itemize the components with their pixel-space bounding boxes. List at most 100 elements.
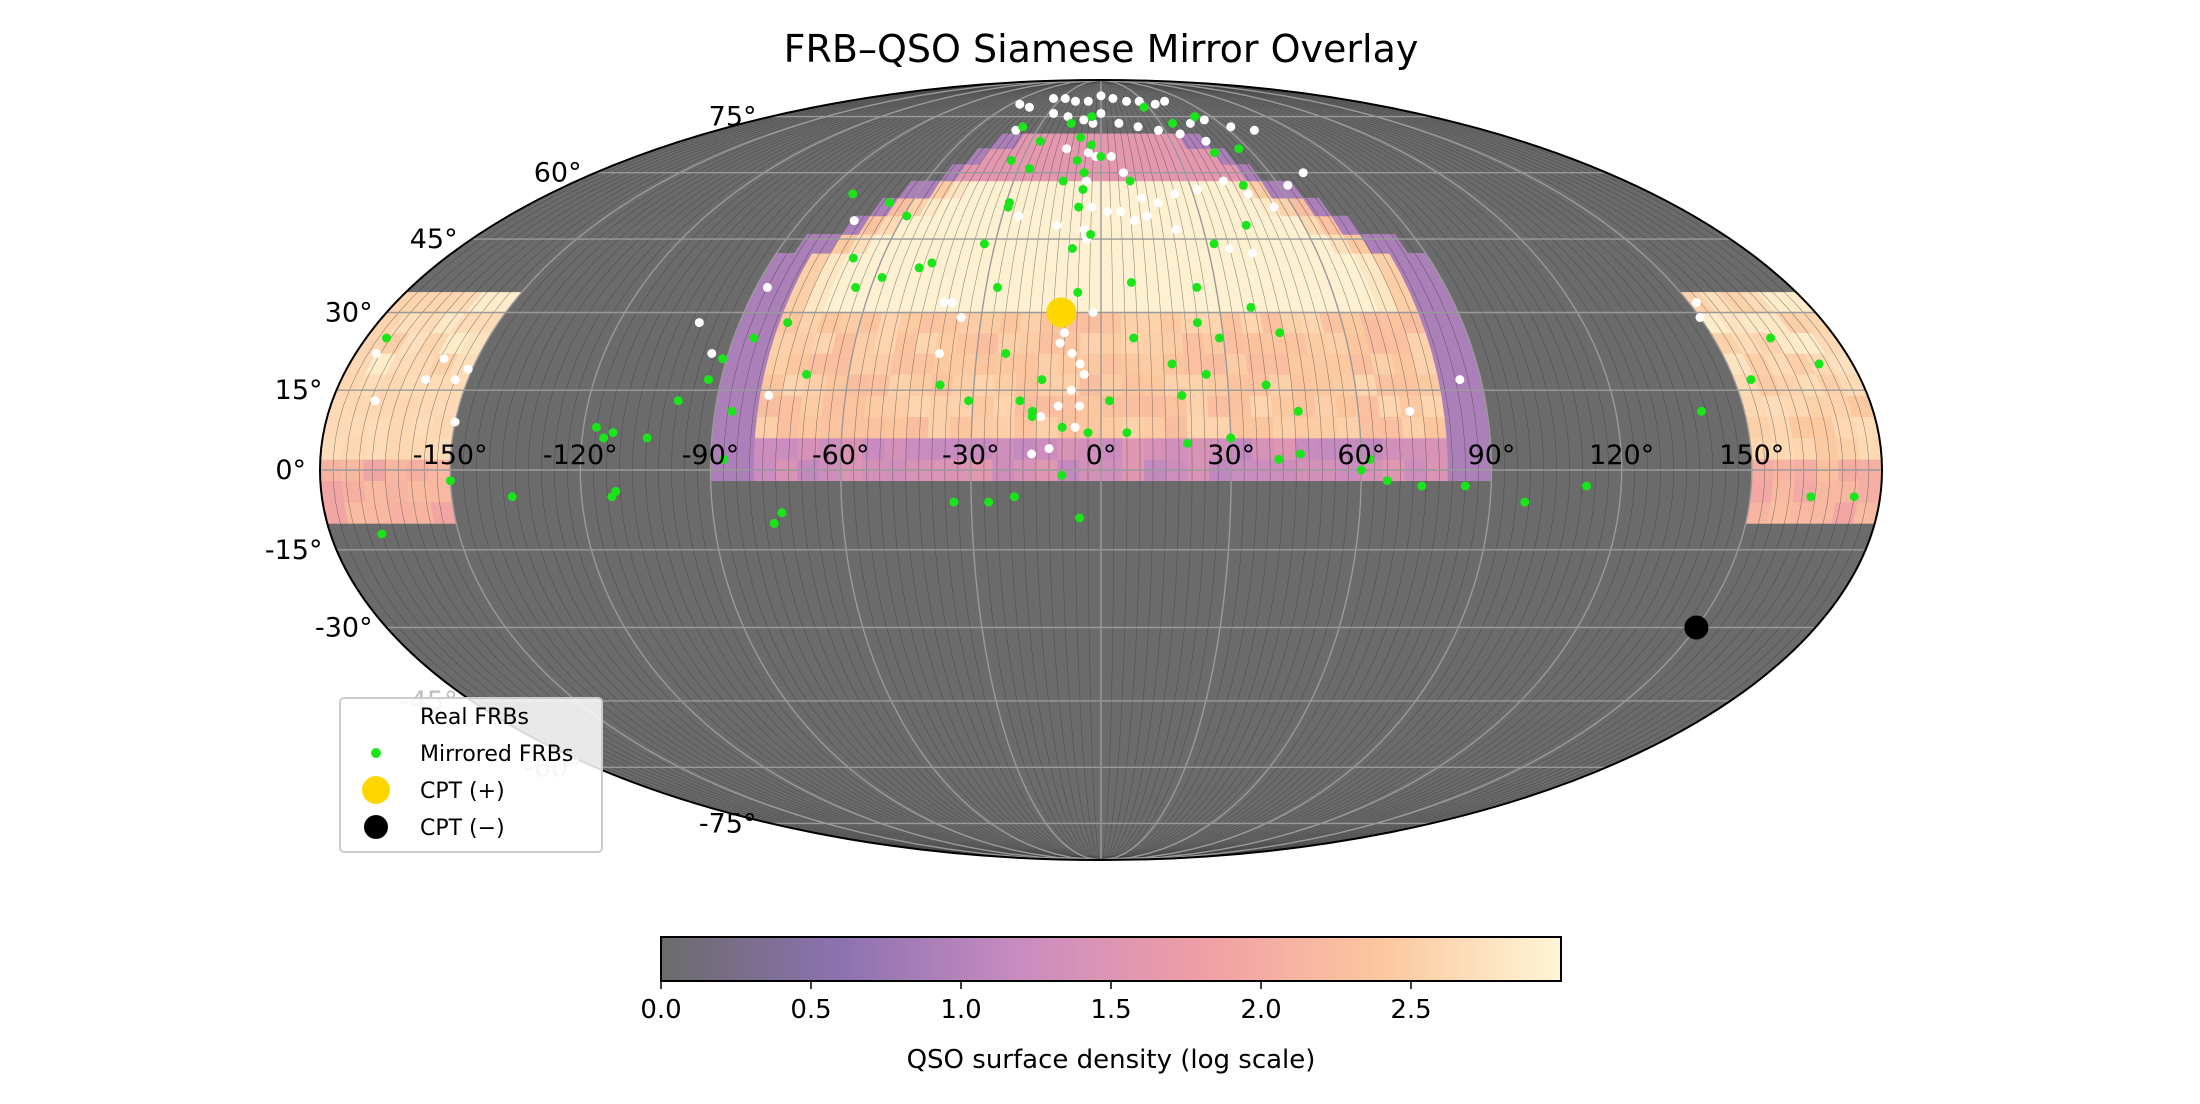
mirrored-frb-point <box>1582 481 1591 491</box>
mirrored-frb-point <box>1078 185 1088 194</box>
real-frb-point <box>1248 248 1257 258</box>
heatmap-cell <box>1289 374 1315 396</box>
legend-marker-real-frbs <box>372 712 380 720</box>
legend-marker-cpt-plus <box>362 776 390 804</box>
mirrored-frb-point <box>1814 359 1824 369</box>
heatmap-cell <box>320 480 345 503</box>
real-frb-point <box>1108 94 1118 103</box>
heatmap-cell <box>1100 215 1119 235</box>
real-frb-point <box>1116 207 1125 216</box>
mirrored-frb-point <box>718 354 728 364</box>
heatmap-cell <box>953 353 978 375</box>
heatmap-cell <box>1001 292 1025 313</box>
mirrored-frb-point <box>1382 476 1392 486</box>
longitude-tick-label: -120° <box>543 440 618 471</box>
cpt-plus-point <box>1046 297 1077 328</box>
mirrored-frb-point <box>1417 481 1427 491</box>
heatmap-cell <box>887 374 913 396</box>
real-frb-point <box>1193 185 1202 194</box>
heatmap-cell <box>1135 234 1156 254</box>
heatmap-cell <box>845 374 870 396</box>
mirrored-frb-point <box>979 239 989 249</box>
mirrored-frb-point <box>1167 359 1177 369</box>
heatmap-cell <box>890 353 916 375</box>
mirrored-frb-point <box>1139 102 1149 112</box>
heatmap-cell <box>1016 353 1040 375</box>
heatmap-cell <box>1172 253 1195 273</box>
heatmap-cell <box>1205 374 1230 396</box>
mirrored-frb-point <box>848 253 858 263</box>
real-frb-point <box>1455 375 1465 385</box>
real-frb-point <box>1060 94 1070 103</box>
mirrored-frb-point <box>1057 470 1067 480</box>
real-frb-point <box>1218 176 1228 186</box>
heatmap-cell <box>1792 437 1817 460</box>
mirrored-frb-point <box>851 282 861 292</box>
mirrored-frb-point <box>749 333 759 343</box>
longitude-tick-label: 0° <box>1086 440 1117 471</box>
heatmap-cell <box>341 437 367 460</box>
heatmap-cell <box>1121 374 1144 396</box>
latitude-tick-label: 60° <box>534 158 582 189</box>
mirrored-frb-point <box>1074 202 1084 212</box>
heatmap-cell <box>1042 272 1064 293</box>
mirrored-frb-point <box>949 497 959 507</box>
heatmap-cell <box>1334 395 1360 417</box>
heatmap-cell <box>842 395 868 417</box>
real-frb-point <box>1063 112 1073 122</box>
real-frb-point <box>1086 202 1096 212</box>
heatmap-cell <box>1100 292 1122 313</box>
heatmap-cell <box>978 312 1003 334</box>
heatmap-cell <box>1143 437 1167 460</box>
heatmap-cell <box>993 395 1017 417</box>
heatmap-cell <box>1286 353 1312 375</box>
heatmap-cell <box>1374 374 1400 396</box>
real-frb-point <box>1083 96 1093 106</box>
latitude-tick-label: 15° <box>275 375 323 406</box>
real-frb-point <box>421 375 431 385</box>
heatmap-cell <box>1177 292 1201 313</box>
legend-marker-cpt-minus <box>364 815 388 839</box>
heatmap-cell <box>1004 272 1027 293</box>
heatmap-cell <box>1272 416 1296 439</box>
heatmap-cell <box>1462 395 1489 417</box>
heatmap-cell <box>1249 395 1274 417</box>
heatmap-cell <box>1857 480 1882 503</box>
heatmap-cell <box>1160 312 1183 334</box>
mirrored-frb-point <box>1001 349 1011 358</box>
legend-box <box>339 697 603 853</box>
heatmap-cell <box>1266 353 1291 375</box>
real-frb-point <box>1049 108 1059 118</box>
heatmap-cell <box>1381 437 1405 460</box>
heatmap-cell <box>1251 437 1275 460</box>
mirrored-frb-point <box>1009 492 1019 502</box>
heatmap-cell <box>1857 437 1882 460</box>
heatmap-cell <box>1121 353 1144 375</box>
mirrored-frb-point <box>993 282 1002 292</box>
heatmap-cell <box>1152 234 1174 254</box>
longitude-tick-label: 120° <box>1589 440 1654 471</box>
mirrored-frb-point <box>1086 140 1096 150</box>
heatmap-cell <box>932 353 957 375</box>
mirrored-frb-point <box>1006 156 1016 165</box>
heatmap-cell <box>341 480 367 503</box>
real-frb-point <box>1014 211 1024 221</box>
heatmap-cell <box>1138 272 1160 293</box>
heatmap-cell <box>320 437 345 460</box>
heatmap-cell <box>955 332 980 354</box>
mirrored-frb-point <box>1190 112 1200 122</box>
heatmap-cell <box>1021 292 1044 313</box>
heatmap-cell <box>1019 312 1042 334</box>
real-frb-point <box>1079 115 1089 125</box>
heatmap-cell <box>1063 253 1084 273</box>
real-frb-point <box>1298 168 1308 178</box>
colorbar-ticks: 0.0 0.5 1.0 1.5 2.0 2.5 <box>640 981 1432 1025</box>
real-frb-point <box>1024 102 1034 112</box>
real-frb-point <box>1088 118 1098 128</box>
real-frb-point <box>1052 220 1062 230</box>
heatmap-cell <box>914 332 939 354</box>
heatmap-cell <box>994 374 1018 396</box>
heatmap-cell <box>1140 312 1163 334</box>
mirrored-frb-point <box>1261 380 1271 390</box>
mirrored-frb-point <box>877 273 887 282</box>
